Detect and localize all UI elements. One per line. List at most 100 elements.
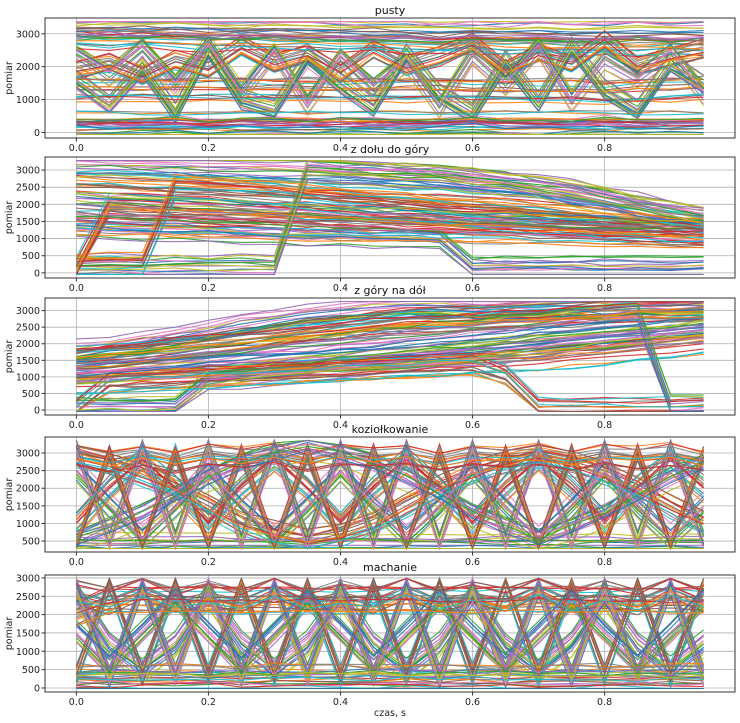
series-line: [76, 117, 704, 123]
series-line: [75, 588, 705, 687]
series-line: [76, 226, 704, 243]
y-tick-label: 2500: [16, 323, 40, 334]
series-line: [76, 129, 704, 135]
series-line: [75, 581, 704, 661]
series-line: [76, 183, 704, 231]
series-line: [76, 223, 704, 238]
series-line: [75, 455, 705, 551]
series-line: [76, 160, 704, 260]
series-line: [76, 160, 704, 211]
series-line: [76, 121, 704, 128]
x-tick-label: 0.0: [69, 557, 84, 568]
y-tick-label: 0: [34, 683, 40, 694]
series-line: [76, 605, 704, 676]
series-line: [76, 340, 704, 383]
y-tick-label: 2000: [16, 484, 40, 495]
y-tick-label: 0: [34, 268, 40, 279]
series-line: [76, 166, 704, 267]
series-line: [76, 577, 704, 595]
x-tick-label: 0.4: [333, 283, 348, 294]
series-line: [76, 160, 704, 209]
series-line: [76, 160, 704, 214]
axes-frame: [44, 436, 736, 553]
x-tick-label: 0.6: [465, 557, 480, 568]
x-tick-label: 0.8: [597, 557, 612, 568]
x-tick-label: 0.0: [69, 283, 84, 294]
series-line: [76, 351, 704, 395]
axes-frame: [44, 156, 736, 279]
series-line: [76, 354, 704, 404]
y-tick-label: 1000: [16, 95, 40, 106]
series-line: [76, 193, 704, 275]
y-axis-label: pomiar: [4, 61, 15, 95]
series-line: [76, 319, 704, 413]
series-line: [75, 204, 704, 270]
y-tick-label: 2500: [16, 592, 40, 603]
x-tick-label: 0.0: [69, 420, 84, 431]
subplot-title: z góry na dół: [354, 284, 426, 297]
y-tick-label: 2500: [16, 183, 40, 194]
series-group: [75, 438, 705, 551]
series-line: [76, 28, 704, 38]
series-line: [76, 174, 704, 272]
series-line: [76, 41, 704, 79]
series-line: [76, 324, 704, 413]
series-line: [76, 593, 704, 612]
series-line: [76, 173, 704, 256]
y-tick-label: 1000: [16, 234, 40, 245]
y-tick-label: 2000: [16, 339, 40, 350]
series-line: [76, 300, 704, 351]
subplot-4: 0.0 0.2 0.4 0.6 0.8 500 1000 1500 2000 2500 3000 ko…: [4, 423, 736, 568]
x-tick-label: 0.4: [333, 143, 348, 154]
series-line: [75, 598, 704, 678]
subplot-5: 0.0 0.2 0.4 0.6 0.8 0 500 1000 1500 2000 2500 3000 m…: [4, 561, 736, 719]
series-line: [76, 133, 704, 135]
series-line: [76, 577, 704, 593]
x-tick-label: 0.6: [465, 283, 480, 294]
series-line: [76, 671, 704, 679]
series-line: [76, 608, 704, 627]
series-group: [75, 576, 705, 690]
x-tick-label: 0.4: [333, 697, 348, 708]
y-tick-label: 1500: [16, 356, 40, 367]
y-tick-label: 3000: [16, 573, 40, 584]
y-tick-label: 3000: [16, 166, 40, 177]
series-line: [75, 453, 704, 521]
series-line: [76, 535, 704, 541]
series-line: [75, 438, 705, 536]
series-line: [76, 335, 704, 412]
series-line: [76, 449, 704, 546]
x-tick-label: 0.0: [69, 143, 84, 154]
series-line: [76, 46, 704, 59]
series-line: [76, 663, 704, 671]
subplot-title: pusty: [375, 4, 406, 17]
series-line: [76, 537, 704, 543]
y-axis-label: pomiar: [4, 617, 15, 651]
series-line: [75, 192, 704, 258]
axes-frame: [44, 574, 736, 693]
y-tick-label: 1000: [16, 647, 40, 658]
y-tick-label: 1000: [16, 372, 40, 383]
series-line: [76, 219, 704, 263]
series-line: [76, 125, 704, 130]
y-axis-label: pomiar: [4, 478, 15, 512]
y-tick-label: 1500: [16, 217, 40, 228]
subplot-3: 0.0 0.2 0.4 0.6 0.8 0 500 1000 1500 2000 2500 3000 z…: [4, 284, 736, 431]
subplot-title: z dołu do góry: [351, 143, 430, 156]
series-line: [76, 369, 704, 413]
y-tick-label: 1500: [16, 501, 40, 512]
series-line: [76, 114, 704, 123]
series-line: [76, 602, 704, 674]
x-tick-label: 0.4: [333, 557, 348, 568]
x-tick-label: 0.2: [201, 420, 216, 431]
series-line: [76, 596, 704, 668]
series-line: [75, 478, 704, 550]
y-tick-label: 3000: [16, 306, 40, 317]
series-line: [76, 348, 704, 388]
x-tick-label: 0.8: [597, 283, 612, 294]
y-tick-label: 3000: [16, 29, 40, 40]
series-line: [76, 53, 704, 124]
y-tick-label: 0: [34, 406, 40, 417]
series-group: [76, 300, 704, 413]
series-line: [76, 235, 704, 275]
